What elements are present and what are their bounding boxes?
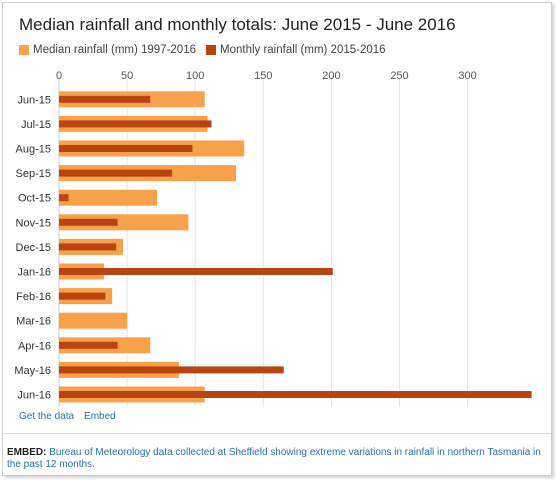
legend-swatch-monthly	[206, 45, 216, 55]
x-tick-label: 200	[322, 70, 340, 82]
monthly-bar	[59, 194, 69, 202]
x-tick-label: 150	[254, 70, 272, 82]
legend-label-median: Median rainfall (mm) 1997-2016	[33, 44, 196, 56]
median-bar	[59, 189, 158, 206]
y-tick-label: Aug-15	[16, 144, 51, 156]
monthly-bar	[59, 268, 333, 275]
monthly-bar	[59, 292, 106, 300]
legend-label-monthly: Monthly rainfall (mm) 2015-2016	[220, 44, 386, 56]
bar-chart: 0 50 100 150 200 250 300 Jun-15 Jul-15 Aug-15 Sep-…	[14, 70, 532, 407]
y-tick-label: Dec-15	[16, 242, 51, 254]
x-tick-label: 250	[390, 70, 408, 82]
y-tick-label: Feb-16	[16, 291, 51, 303]
chart-links: Get the data Embed	[19, 411, 116, 422]
monthly-bar	[59, 341, 118, 349]
monthly-bar	[59, 243, 117, 251]
monthly-bar	[59, 95, 151, 103]
monthly-bar	[59, 218, 118, 226]
monthly-bar	[59, 169, 173, 177]
chart-title: Median rainfall and monthly totals: June…	[19, 15, 456, 34]
y-tick-label: Apr-16	[18, 340, 51, 352]
y-tick-label: Sep-15	[16, 168, 51, 180]
embed-caption-label: EMBED:	[7, 447, 47, 458]
y-tick-label: Nov-15	[16, 217, 51, 229]
y-tick-label: Mar-16	[16, 316, 51, 328]
embed-caption-text: Bureau of Meteorology data collected at …	[7, 447, 541, 470]
legend-item-median: Median rainfall (mm) 1997-2016	[19, 44, 196, 56]
chart-card: Median rainfall and monthly totals: June…	[2, 2, 552, 476]
chart-legend: Median rainfall (mm) 1997-2016 Monthly r…	[19, 44, 386, 56]
y-tick-label: Oct-15	[18, 193, 51, 205]
y-tick-label: Jan-16	[17, 267, 51, 279]
y-tick-label: May-16	[14, 365, 51, 377]
embed-caption: EMBED: Bureau of Meteorology data collec…	[7, 447, 547, 471]
y-tick-label: Jul-15	[21, 119, 51, 131]
x-tick-label: 300	[458, 70, 476, 82]
monthly-bar	[59, 145, 193, 152]
legend-item-monthly: Monthly rainfall (mm) 2015-2016	[206, 44, 386, 56]
divider	[3, 433, 551, 434]
median-bar	[59, 312, 128, 329]
get-data-link[interactable]: Get the data	[19, 411, 75, 422]
monthly-bar	[59, 391, 532, 398]
legend-swatch-median	[19, 45, 29, 55]
monthly-bar	[59, 366, 284, 374]
y-tick-label: Jun-15	[17, 94, 51, 106]
x-tick-label: 50	[121, 70, 133, 82]
x-tick-label: 100	[186, 70, 204, 82]
monthly-bar	[59, 120, 212, 128]
embed-link[interactable]: Embed	[84, 411, 116, 422]
y-tick-label: Jun-16	[17, 390, 51, 402]
median-bar	[59, 214, 189, 231]
x-tick-label: 0	[56, 70, 62, 82]
